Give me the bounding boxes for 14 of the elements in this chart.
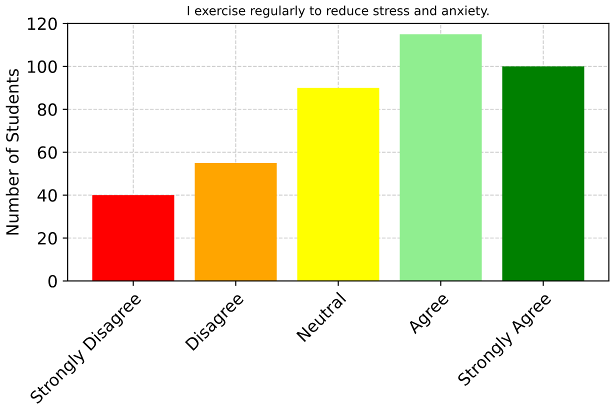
y-tick-label: 20 xyxy=(38,232,57,245)
bar xyxy=(502,66,584,281)
bar xyxy=(92,195,174,281)
y-tick-label: 40 xyxy=(38,189,57,202)
bar xyxy=(297,88,380,281)
chart-title: I exercise regularly to reduce stress and anxiety. xyxy=(188,6,489,18)
y-tick-label: 60 xyxy=(38,146,57,159)
y-tick-label: 80 xyxy=(38,103,57,116)
bar xyxy=(194,162,277,281)
y-tick-label: 0 xyxy=(48,274,57,288)
y-tick-label: 120 xyxy=(28,17,57,30)
y-axis-title: Number of Students xyxy=(6,69,19,235)
bar xyxy=(400,34,482,281)
y-tick-label: 100 xyxy=(28,60,57,73)
